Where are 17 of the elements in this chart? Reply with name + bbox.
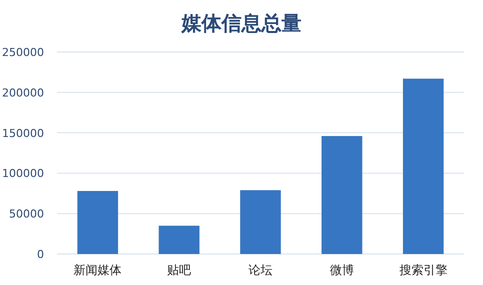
x-tick-label: 贴吧 bbox=[167, 263, 192, 277]
y-tick-label: 200000 bbox=[2, 86, 44, 100]
x-tick-label: 新闻媒体 bbox=[74, 263, 122, 277]
y-tick-label: 250000 bbox=[2, 46, 44, 59]
y-tick-label: 150000 bbox=[2, 126, 44, 140]
bar bbox=[322, 136, 362, 254]
bar bbox=[240, 190, 281, 254]
y-tick-label: 100000 bbox=[2, 167, 44, 180]
chart-title: 媒体信息总量 bbox=[180, 11, 302, 35]
bar bbox=[158, 226, 200, 254]
y-tick-label: 0 bbox=[37, 248, 44, 261]
x-tick-label: 论坛 bbox=[248, 263, 272, 277]
bar bbox=[77, 190, 118, 254]
y-tick-label: 50000 bbox=[9, 208, 44, 221]
x-tick-label: 微博 bbox=[330, 263, 354, 277]
x-tick-label: 搜索引擎 bbox=[399, 263, 448, 277]
bar bbox=[402, 78, 444, 254]
